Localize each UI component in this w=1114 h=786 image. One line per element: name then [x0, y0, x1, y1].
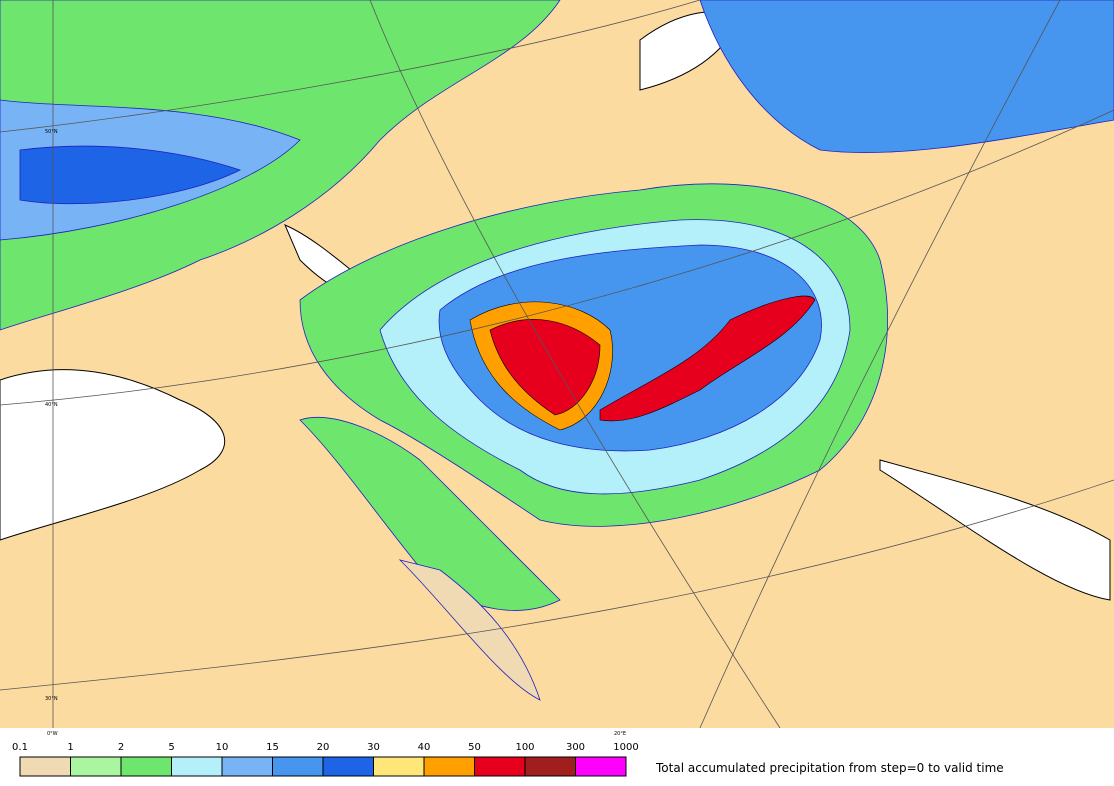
legend-swatch: [322, 756, 374, 777]
legend-label: 30: [367, 742, 380, 753]
precip-area: [299, 417, 561, 611]
legend-swatch: [474, 756, 526, 777]
precip-area: [599, 295, 816, 422]
precip-area: [19, 145, 242, 205]
legend-label: 0.1: [12, 742, 28, 753]
legend-label: 50: [468, 742, 481, 753]
legend-label: 20: [317, 742, 330, 753]
sea: [879, 459, 1111, 601]
graticule-label: 30°N: [45, 696, 58, 702]
legend-swatch: [423, 756, 475, 777]
legend: 0.1 1 2 5 10 15 20 30 40 50 100 300 1000: [12, 742, 639, 777]
legend-label: 300: [566, 742, 585, 753]
legend-swatch: [524, 756, 576, 777]
sea: [0, 369, 226, 541]
legend-swatch: [171, 756, 223, 777]
legend-swatch: [19, 756, 71, 777]
legend-label: 100: [515, 742, 534, 753]
map: 50°N 40°N 30°N 0°W 20°E: [0, 0, 1114, 737]
legend-label: 10: [216, 742, 229, 753]
caption: Total accumulated precipitation from ste…: [655, 761, 1004, 775]
graticule-label: 40°N: [45, 402, 58, 408]
graticule-label: 0°W: [47, 731, 58, 737]
legend-swatch: [272, 756, 324, 777]
legend-label: 15: [266, 742, 279, 753]
precip-area: [398, 559, 541, 701]
graticule-label: 50°N: [45, 129, 58, 135]
precip-area: [0, 0, 561, 331]
legend-label: 2: [118, 742, 124, 753]
graticule-label: 20°E: [614, 731, 626, 737]
legend-swatch: [70, 756, 122, 777]
precip-area: [489, 319, 601, 416]
legend-label: 1: [67, 742, 73, 753]
legend-swatch: [221, 756, 273, 777]
legend-label: 1000: [613, 742, 638, 753]
legend-swatch: [373, 756, 425, 777]
precip-area: [699, 0, 1114, 154]
legend-label: 40: [418, 742, 431, 753]
legend-swatch: [575, 756, 627, 777]
legend-swatch: [120, 756, 172, 777]
legend-label: 5: [168, 742, 174, 753]
graticule: [0, 0, 1114, 729]
